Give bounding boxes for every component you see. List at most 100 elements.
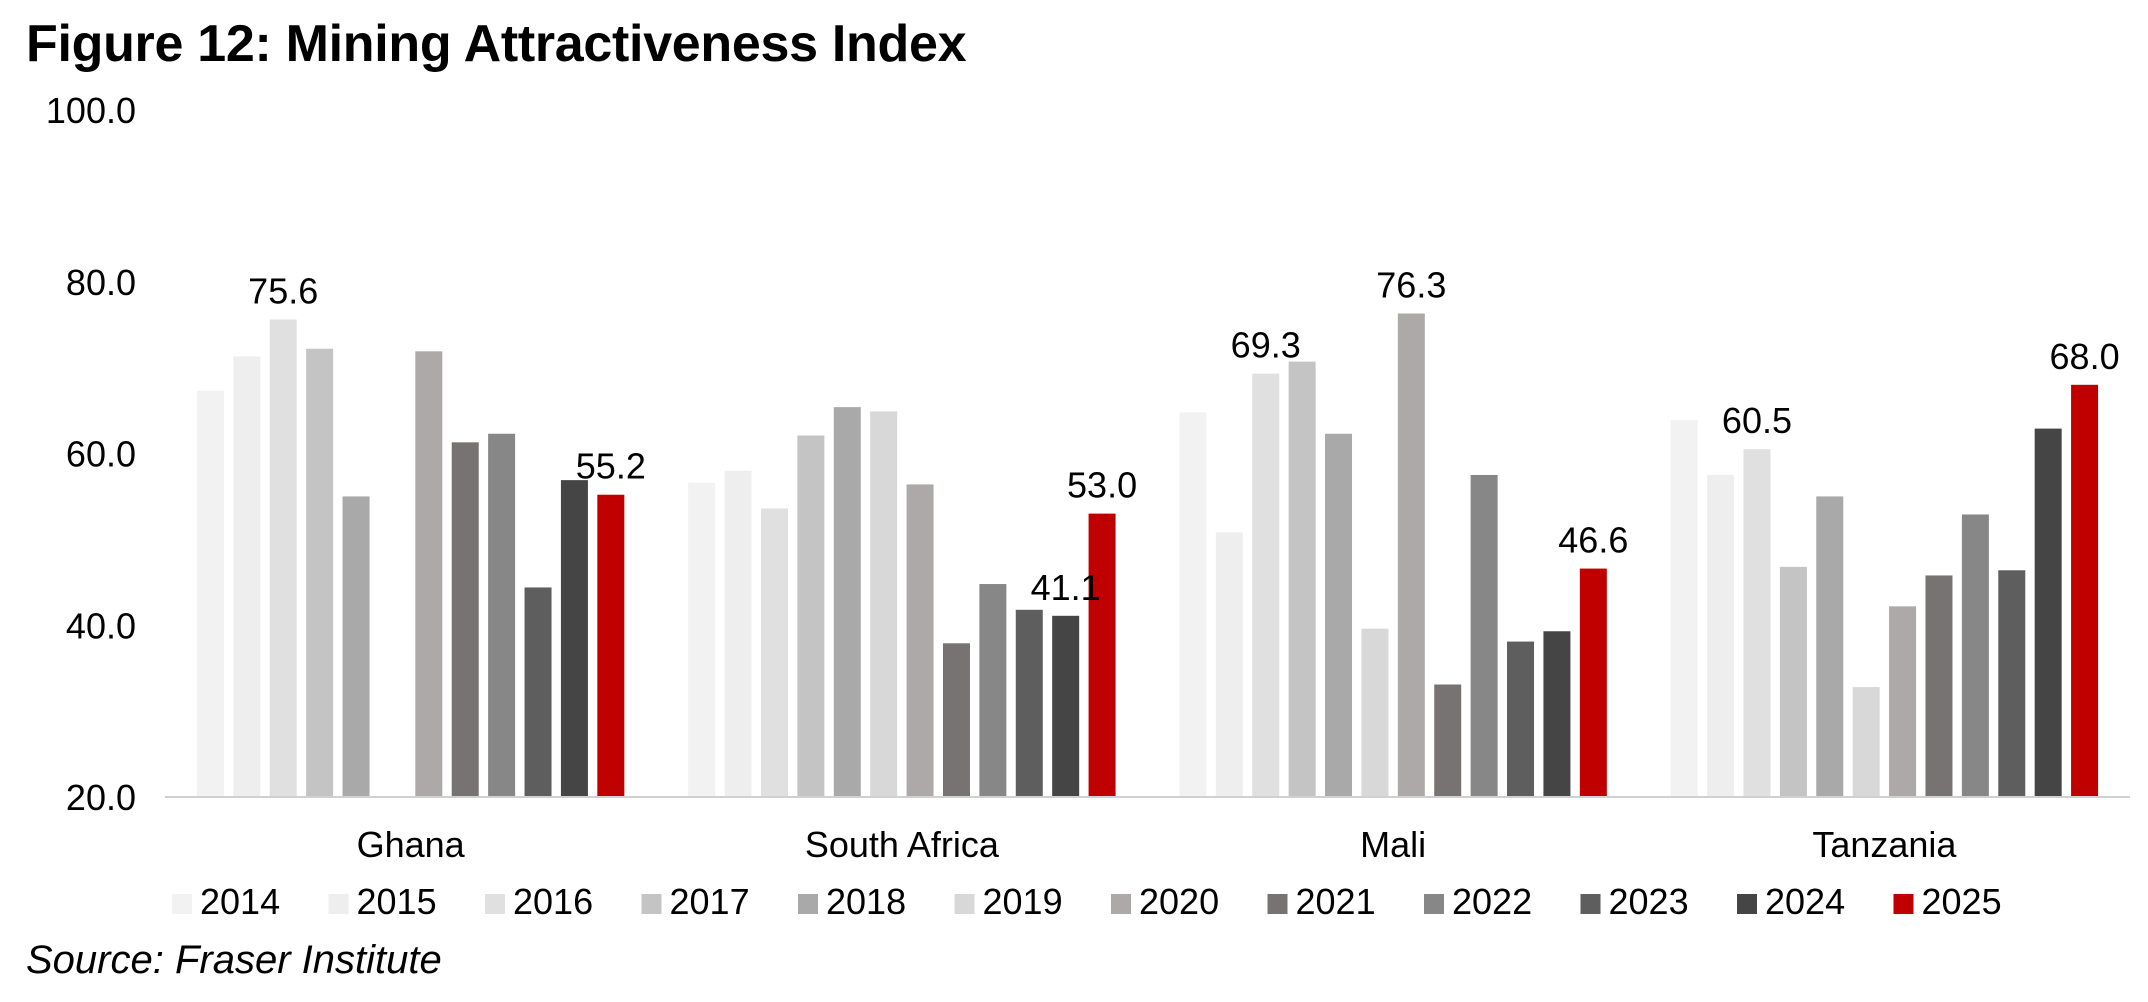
legend-label: 2018	[826, 881, 906, 922]
legend-swatch	[172, 894, 192, 914]
bar-ghana-2021	[451, 442, 479, 797]
bar-tanzania-2016	[1743, 449, 1771, 797]
legend-swatch	[1111, 894, 1131, 914]
y-tick-label: 100.0	[46, 90, 136, 131]
legend-label: 2017	[670, 881, 750, 922]
y-tick-label: 40.0	[66, 605, 136, 646]
legend-swatch	[328, 894, 349, 914]
bar-south-africa-2025	[1088, 513, 1116, 797]
bar-tanzania-2014	[1670, 420, 1698, 797]
legend-item-2024: 2024	[1737, 881, 1845, 922]
category-label: South Africa	[805, 824, 1000, 865]
legend-label: 2022	[1452, 881, 1532, 922]
bar-tanzania-2020	[1889, 606, 1917, 797]
legend-label: 2014	[200, 881, 280, 922]
bar-ghana-2016	[269, 319, 297, 797]
legend-swatch	[1580, 894, 1601, 914]
bar-south-africa-2015	[724, 470, 752, 797]
bar-mali-2023	[1507, 641, 1535, 797]
legend-swatch	[1893, 894, 1914, 914]
bar-tanzania-2015	[1707, 474, 1735, 797]
legend-item-2016: 2016	[485, 881, 593, 922]
legend-swatch	[1267, 894, 1288, 914]
bar-mali-2018	[1325, 433, 1353, 797]
bar-south-africa-2017	[797, 435, 825, 797]
bar-south-africa-2018	[833, 407, 861, 797]
chart-title: Figure 12: Mining Attractiveness Index	[26, 15, 967, 73]
bar-ghana-2017	[306, 348, 334, 797]
bar-mali-2020	[1397, 313, 1425, 797]
legend-swatch	[1737, 894, 1757, 914]
bar-south-africa-2020	[906, 484, 934, 797]
bar-south-africa-2014	[688, 482, 716, 797]
legend-swatch	[798, 894, 818, 914]
bars-group	[196, 313, 2099, 797]
data-label: 41.1	[1031, 567, 1101, 608]
legend-item-2015: 2015	[328, 881, 437, 922]
bar-mali-2017	[1288, 361, 1316, 797]
category-label: Tanzania	[1812, 824, 1957, 865]
bar-ghana-2015	[233, 356, 261, 797]
bar-tanzania-2018	[1816, 496, 1844, 797]
legend-item-2017: 2017	[641, 881, 750, 922]
bar-ghana-2023	[524, 587, 552, 797]
legend-swatch	[485, 894, 505, 914]
bar-south-africa-2024	[1052, 615, 1080, 797]
legend-label: 2024	[1765, 881, 1845, 922]
data-label: 46.6	[1558, 520, 1628, 561]
data-label: 76.3	[1376, 265, 1446, 306]
bar-ghana-2022	[488, 433, 516, 797]
bar-mali-2021	[1434, 684, 1462, 797]
bar-mali-2015	[1215, 532, 1243, 797]
bar-mali-2019	[1361, 628, 1389, 797]
legend-label: 2015	[357, 881, 437, 922]
bar-tanzania-2021	[1925, 575, 1953, 797]
y-tick-label: 60.0	[66, 434, 136, 475]
bar-ghana-2024	[560, 480, 588, 797]
bar-mali-2016	[1252, 373, 1280, 797]
bar-ghana-2018	[342, 496, 370, 797]
legend-item-2023: 2023	[1580, 881, 1689, 922]
legend-item-2014: 2014	[172, 881, 280, 922]
bar-mali-2025	[1579, 568, 1607, 797]
data-labels-group: 75.6 55.2 41.1 53.0 69.3 76.3 46.6 60.5 68.0	[248, 265, 2119, 608]
bar-mali-2024	[1543, 631, 1571, 797]
source-note: Source: Fraser Institute	[26, 938, 442, 982]
legend-swatch	[1424, 894, 1444, 914]
bar-south-africa-2019	[870, 411, 898, 797]
y-tick-label: 20.0	[66, 777, 136, 818]
data-label: 60.5	[1722, 400, 1792, 441]
legend-label: 2019	[983, 881, 1063, 922]
legend-swatch	[954, 894, 975, 914]
y-tick-label: 80.0	[66, 262, 136, 303]
x-axis: Ghana South Africa Mali Tanzania	[357, 824, 1958, 865]
legend-item-2025: 2025	[1893, 881, 2002, 922]
y-axis: 20.0 40.0 60.0 80.0 100.0	[46, 90, 136, 818]
bar-tanzania-2025	[2071, 384, 2099, 797]
legend-item-2018: 2018	[798, 881, 906, 922]
bar-ghana-2014	[196, 390, 224, 797]
bar-tanzania-2019	[1852, 687, 1880, 797]
bar-south-africa-2016	[760, 508, 788, 797]
data-label: 55.2	[576, 446, 646, 487]
bar-mali-2022	[1470, 474, 1498, 797]
legend-label: 2020	[1139, 881, 1219, 922]
bar-tanzania-2024	[2034, 428, 2062, 797]
data-label: 68.0	[2050, 336, 2120, 377]
legend-item-2019: 2019	[954, 881, 1063, 922]
legend-label: 2016	[513, 881, 593, 922]
bar-ghana-2020	[415, 351, 443, 797]
category-label: Ghana	[357, 824, 466, 865]
legend-label: 2025	[1922, 881, 2002, 922]
legend-label: 2021	[1296, 881, 1376, 922]
legend-item-2020: 2020	[1111, 881, 1219, 922]
bar-tanzania-2017	[1779, 566, 1807, 797]
data-label: 53.0	[1067, 465, 1137, 506]
legend-item-2022: 2022	[1424, 881, 1532, 922]
legend-item-2021: 2021	[1267, 881, 1376, 922]
bar-tanzania-2023	[1998, 570, 2026, 797]
bar-south-africa-2023	[1015, 609, 1043, 797]
bar-ghana-2025	[597, 494, 625, 797]
data-label: 75.6	[248, 271, 318, 312]
